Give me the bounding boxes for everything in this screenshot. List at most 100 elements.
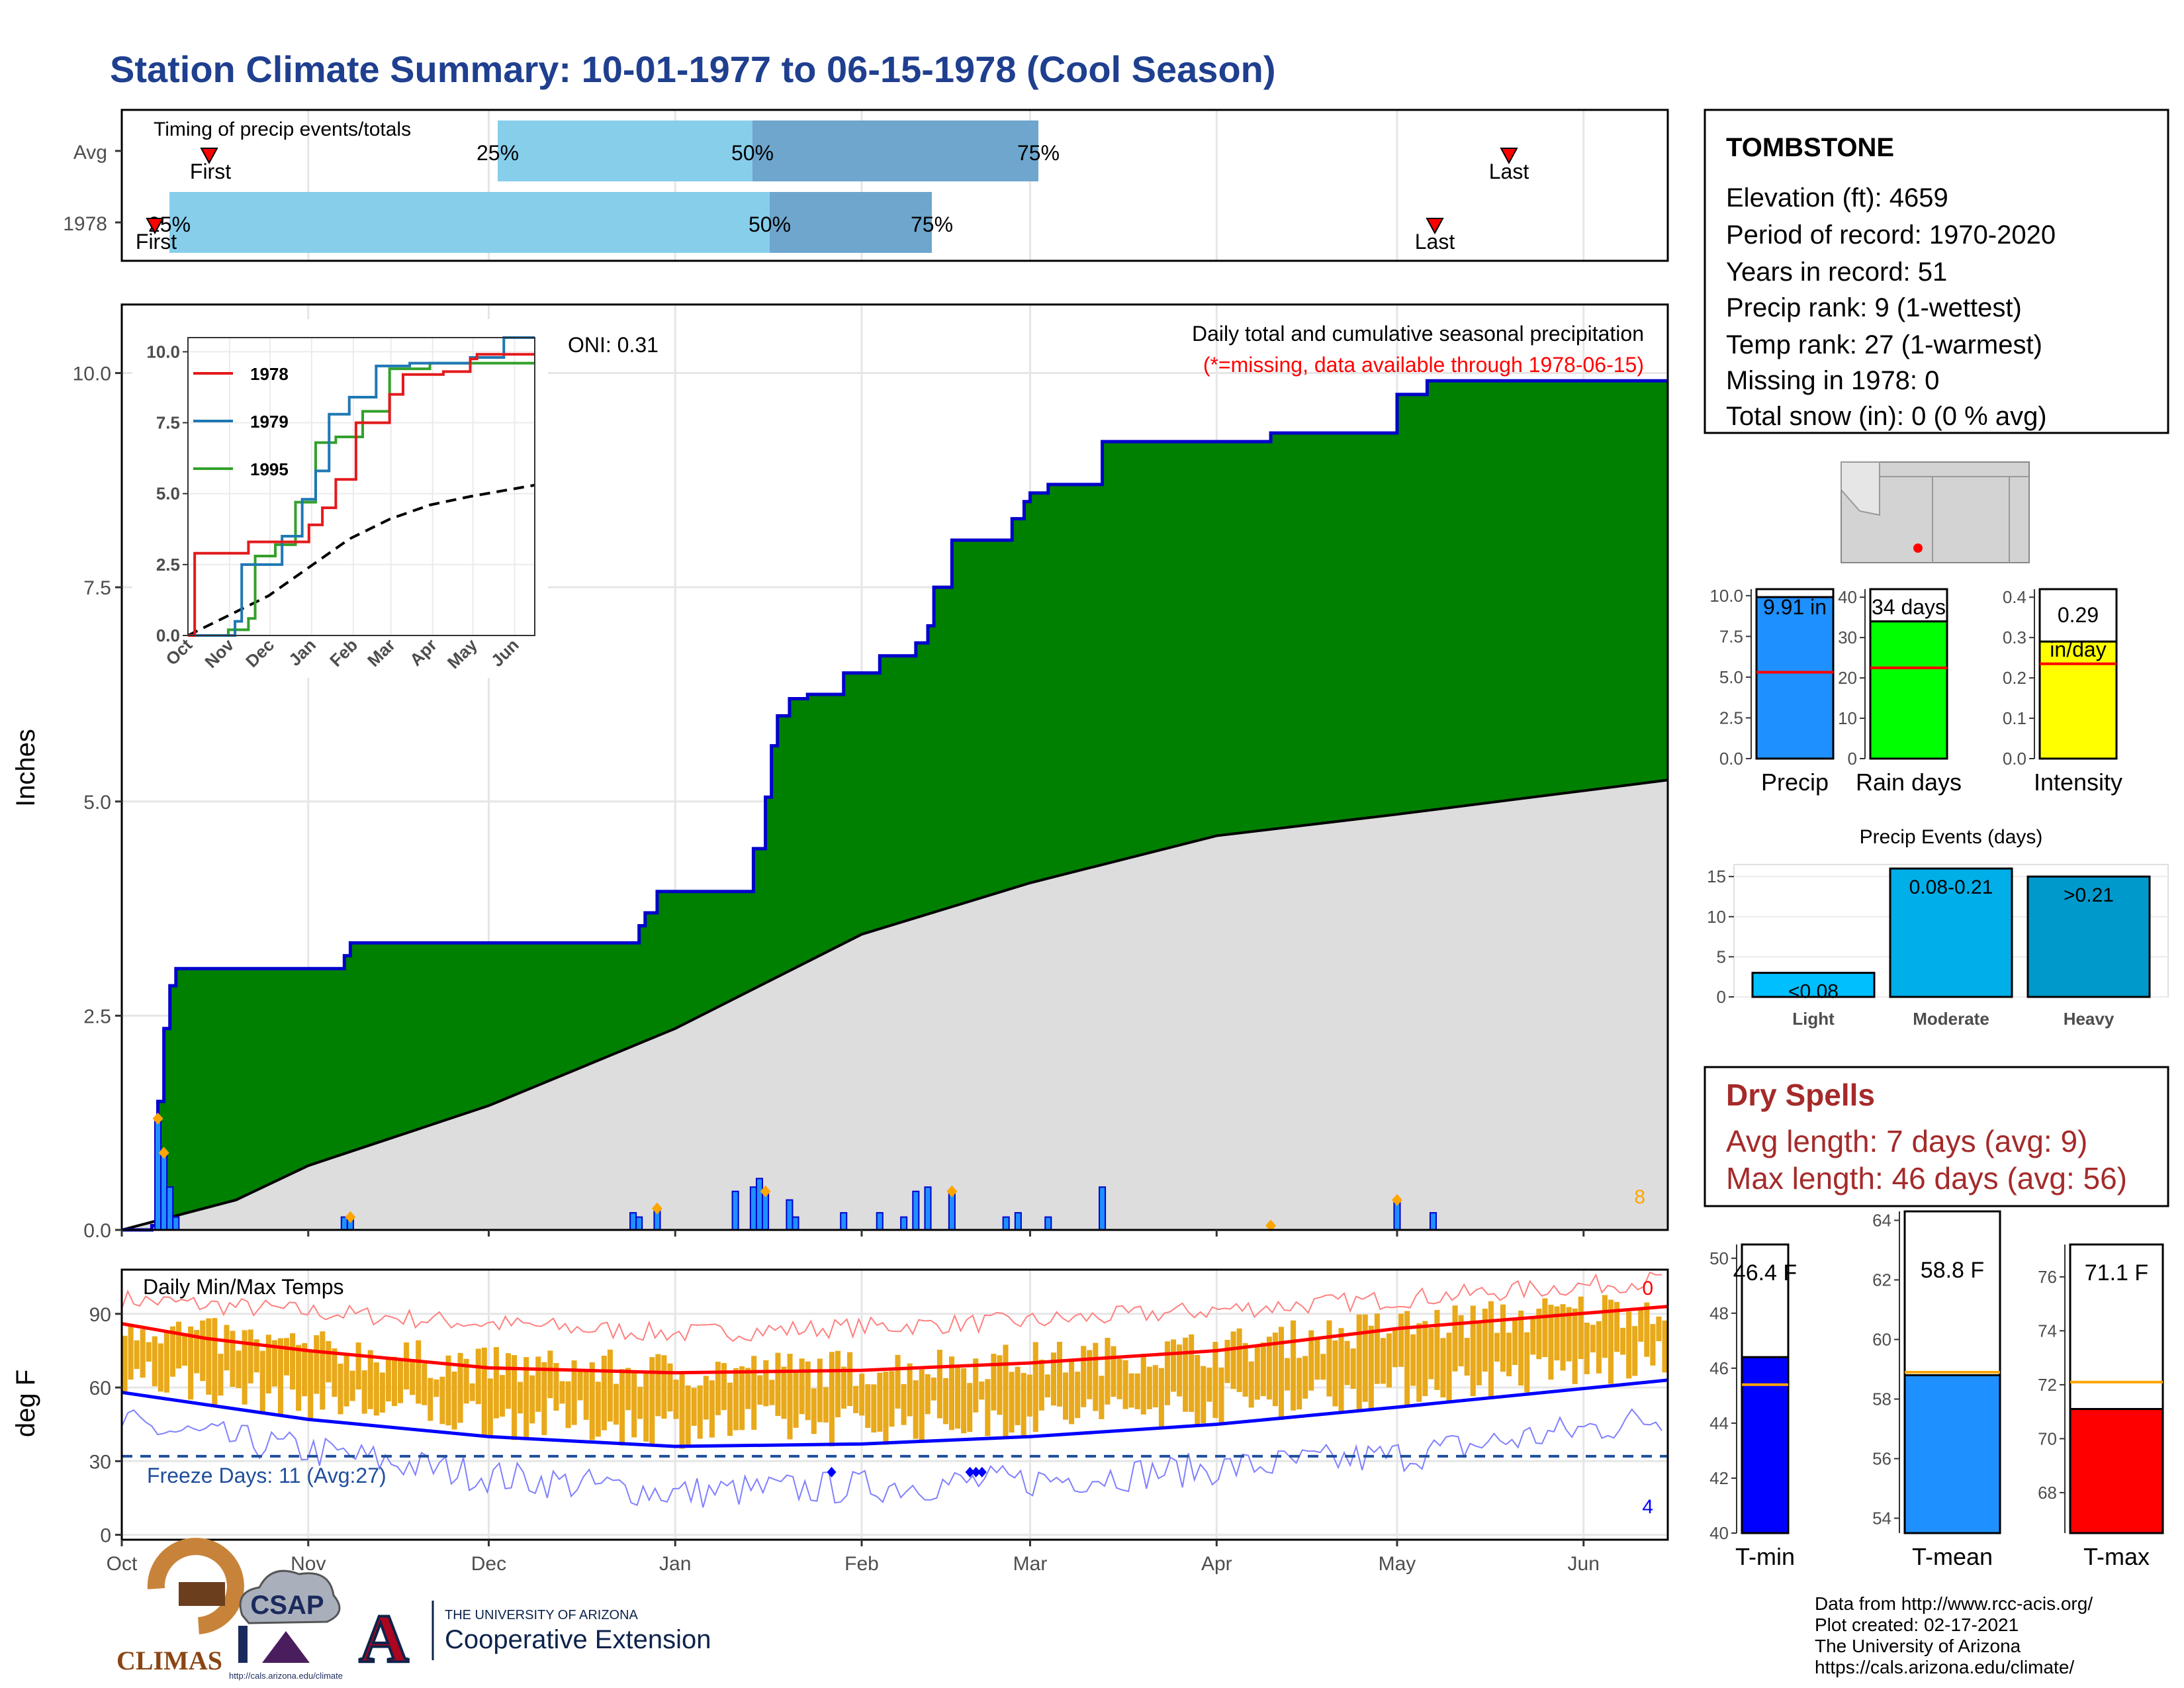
daily-precip-bar <box>900 1216 908 1231</box>
daily-temp-bar <box>997 1355 1003 1415</box>
station-line: Temp rank: 27 (1-warmest) <box>1726 330 2042 359</box>
daily-temp-bar <box>577 1370 583 1401</box>
daily-temp-bar <box>931 1377 936 1401</box>
daily-temp-bar <box>1440 1338 1446 1398</box>
daily-temp-bar <box>1416 1323 1422 1402</box>
freeze-days-label: Freeze Days: 11 (Avg:27) <box>147 1464 387 1487</box>
daily-precip-bar <box>731 1190 739 1231</box>
inset-y-tick-label: 10.0 <box>146 342 180 361</box>
year-last-marker <box>1426 218 1444 235</box>
dry-spells-avg: Avg length: 7 days (avg: 9) <box>1726 1124 2087 1158</box>
csap-logo[interactable]: CSAP http://cals.arizona.edu/climate <box>229 1570 343 1681</box>
page-title: Station Climate Summary: 10-01-1977 to 0… <box>110 48 1276 90</box>
summary-bar <box>1741 1356 1790 1534</box>
daily-temp-bar <box>134 1340 140 1370</box>
oni-label: ONI: 0.31 <box>568 333 659 357</box>
station-location-marker <box>1913 543 1923 553</box>
events-bar-label: <0.08 <box>1788 981 1839 1003</box>
daily-temp-bar <box>817 1358 823 1423</box>
daily-temp-bar <box>595 1382 601 1437</box>
temp-frame <box>120 1268 1669 1541</box>
daily-temp-bar <box>667 1363 673 1412</box>
avg-p50-label: 50% <box>731 141 774 165</box>
daily-temp-bar <box>925 1374 931 1415</box>
daily-temp-bar <box>1140 1354 1146 1415</box>
month-tick-label: Nov <box>291 1553 326 1575</box>
summary-bar <box>1755 596 1835 760</box>
daily-temp-bar <box>1608 1299 1614 1384</box>
daily-temp-bar <box>416 1340 422 1404</box>
missing-marker <box>1265 1219 1277 1232</box>
summary-bar-charts: 0.0 2.5 5.0 7.5 10.0 Precip 9.91 in 0 10 20 30 40 Ra… <box>1709 586 2122 796</box>
daily-temp-bar <box>1254 1344 1260 1400</box>
daily-temp-bar <box>709 1380 715 1438</box>
daily-temp-bar <box>601 1355 607 1430</box>
daily-temp-bar <box>1242 1342 1248 1397</box>
daily-temp-bar <box>194 1330 200 1374</box>
bar-y-tick-label: 0.3 <box>2003 628 2026 647</box>
daily-temp-bar <box>361 1370 367 1414</box>
station-line: Period of record: 1970-2020 <box>1726 220 2056 250</box>
daily-temp-bar <box>1320 1354 1326 1380</box>
daily-temp-bar <box>919 1369 925 1442</box>
freeze-marker <box>827 1466 837 1477</box>
daily-temp-bar <box>805 1361 811 1421</box>
daily-temp-bar <box>553 1363 559 1411</box>
daily-temp-bar <box>1218 1367 1224 1425</box>
daily-temp-bar <box>523 1357 529 1438</box>
daily-temp-bar <box>661 1355 667 1419</box>
daily-temp-bar <box>1632 1326 1638 1376</box>
daily-temp-bar <box>865 1384 871 1429</box>
bar-y-tick-label: 7.5 <box>1719 626 1743 646</box>
daily-temp-bar <box>721 1363 727 1411</box>
summary-bar <box>2038 640 2118 760</box>
station-line: Years in record: 51 <box>1726 258 1947 287</box>
daily-temp-bar <box>1116 1358 1122 1399</box>
daily-temp-bar <box>1278 1327 1285 1421</box>
daily-precip-bar <box>755 1178 764 1231</box>
daily-temp-bar <box>1015 1366 1021 1425</box>
record-low-line <box>121 1408 1662 1508</box>
daily-temp-bar <box>757 1375 763 1405</box>
daily-temp-bar <box>1195 1354 1201 1427</box>
daily-temp-bar <box>589 1362 595 1440</box>
month-tick-label: Oct <box>107 1553 138 1575</box>
missing-marker <box>345 1211 356 1223</box>
bar-y-tick-label: 44 <box>1709 1413 1729 1433</box>
daily-temp-bar <box>433 1379 439 1397</box>
bar-y-tick-label: 76 <box>2038 1267 2057 1287</box>
daily-temp-bar <box>1374 1313 1380 1384</box>
avg-first-label: First <box>190 160 231 183</box>
daily-temp-bar <box>283 1338 290 1376</box>
daily-temp-bar <box>1548 1304 1554 1380</box>
temp-y-axis: 0 30 60 90 <box>89 1304 122 1547</box>
daily-temp-bar <box>973 1358 979 1413</box>
legend-1995: 1995 <box>250 459 289 479</box>
daily-temp-bar <box>308 1351 314 1421</box>
events-bar-label: >0.21 <box>2064 884 2114 906</box>
daily-temp-bar <box>1087 1350 1093 1399</box>
daily-precip-bar <box>786 1199 794 1231</box>
ua-logo[interactable]: A THE UNIVERSITY OF ARIZONA Cooperative … <box>357 1599 711 1678</box>
daily-temp-bar <box>1656 1316 1662 1342</box>
daily-temp-bar <box>1314 1340 1320 1380</box>
daily-temp-bar <box>895 1354 901 1409</box>
daily-temp-bar <box>314 1335 320 1394</box>
daily-temp-bar <box>1201 1366 1206 1424</box>
daily-temp-bar <box>1488 1301 1494 1399</box>
daily-temp-bar <box>248 1329 253 1383</box>
month-tick-label: Jan <box>659 1553 691 1575</box>
precip-y-axis: 0.0 2.5 5.0 7.5 10.0 <box>73 363 122 1242</box>
climas-logo[interactable]: CLIMAS <box>116 1538 244 1675</box>
missing-count: 8 <box>1634 1186 1645 1208</box>
daily-temp-bar <box>182 1333 188 1366</box>
avg-p25-label: 25% <box>477 141 519 165</box>
daily-temp-bar <box>505 1353 512 1409</box>
y-tick-label: 2.5 <box>83 1006 111 1027</box>
csap-cloud-icon <box>239 1570 341 1624</box>
value-box <box>1903 1210 2001 1376</box>
precip-panel: 0.0 2.5 5.0 7.5 10.0 Daily total and cumulat… <box>11 303 1669 1242</box>
daily-temp-bar <box>901 1383 907 1425</box>
daily-temp-bar <box>373 1362 379 1416</box>
